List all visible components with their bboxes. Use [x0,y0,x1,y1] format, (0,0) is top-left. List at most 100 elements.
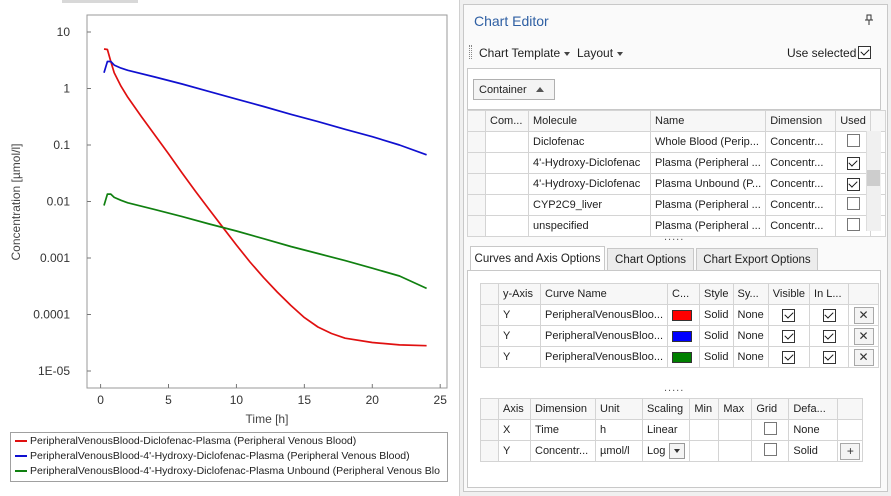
toolbar-grip[interactable] [469,45,472,59]
color-cell[interactable] [667,346,701,368]
y-axis-cell[interactable]: Y [498,325,541,347]
molecule-cell[interactable]: 4'-Hydroxy-Diclofenac [528,173,651,195]
row-selector[interactable] [467,152,486,174]
delete-curve-button[interactable]: ✕ [853,348,874,366]
compartment-cell[interactable] [485,131,529,153]
scaling-cell[interactable]: Log [641,440,691,462]
table-row[interactable]: 4'-Hydroxy-Diclofenac Plasma (Peripheral… [467,152,887,174]
table-row[interactable]: 4'-Hydroxy-Diclofenac Plasma Unbound (P.… [467,173,887,195]
used-checkbox[interactable] [846,197,860,210]
row-selector[interactable] [480,419,499,441]
dimension-cell[interactable]: Concentr... [765,215,837,237]
column-header-name[interactable]: Name [649,110,767,132]
used-checkbox[interactable] [846,218,860,231]
table-row[interactable]: Y PeripheralVenousBloo... Solid None ✕ [480,346,880,368]
used-checkbox[interactable] [846,177,860,191]
container-group-button[interactable]: Container [473,79,555,100]
axis-cell[interactable]: Y [498,440,531,462]
column-header-unit[interactable]: Unit [595,398,643,420]
pin-icon[interactable] [864,14,874,26]
splitter-handle[interactable]: ..... [664,382,685,394]
name-cell[interactable]: Whole Blood (Perip... [649,131,767,153]
color-swatch[interactable] [672,330,693,342]
visible-checkbox[interactable] [782,350,796,364]
molecule-cell[interactable]: Diclofenac [528,131,651,153]
splitter-handle[interactable]: ..... [664,231,685,243]
delete-curve-button[interactable]: ✕ [853,306,874,324]
row-selector[interactable] [467,131,486,153]
use-selected-option[interactable]: Use selected [787,46,856,60]
delete-curve-button[interactable]: ✕ [853,327,874,345]
compartment-cell[interactable] [485,215,529,237]
in-legend-checkbox[interactable] [822,350,836,364]
style-cell[interactable]: Solid [699,304,734,326]
grid-checkbox[interactable] [763,422,777,435]
in-legend-checkbox[interactable] [822,308,836,322]
row-selector[interactable] [480,325,499,347]
visible-checkbox[interactable] [782,308,796,322]
color-swatch[interactable] [672,309,693,321]
dimension-cell[interactable]: Concentr... [530,440,596,462]
style-cell[interactable]: Solid [699,346,734,368]
column-header-axis[interactable]: Axis [498,398,531,420]
column-header-visible[interactable]: Visible [767,283,811,305]
scaling-cell[interactable]: Linear [641,419,691,441]
row-selector[interactable] [467,194,486,216]
column-header-min[interactable]: Min [689,398,720,420]
name-cell[interactable]: Plasma (Peripheral ... [649,152,767,174]
column-header-used[interactable]: Used [835,110,872,132]
table-row[interactable]: unspecified Plasma (Peripheral ... Conce… [467,215,887,237]
name-cell[interactable]: Plasma (Peripheral ... [649,215,767,237]
symbol-cell[interactable]: None [732,325,769,347]
molecule-cell[interactable]: unspecified [528,215,651,237]
table-row[interactable]: Diclofenac Whole Blood (Perip... Concent… [467,131,887,153]
grid-checkbox[interactable] [763,443,777,456]
column-header-curve-name[interactable]: Curve Name [539,283,669,305]
scaling-dropdown-button[interactable] [669,443,686,459]
default-style-cell[interactable]: Solid [788,440,839,462]
chart-template-menu[interactable]: Chart Template [479,46,571,60]
symbol-cell[interactable]: None [732,304,769,326]
row-selector[interactable] [480,440,499,462]
curve-name-cell[interactable]: PeripheralVenousBloo... [539,304,669,326]
row-selector[interactable] [467,173,486,195]
dimension-cell[interactable]: Time [530,419,596,441]
symbol-cell[interactable]: None [732,346,769,368]
y-axis-cell[interactable]: Y [498,346,541,368]
column-header-max[interactable]: Max [718,398,753,420]
curve-name-cell[interactable]: PeripheralVenousBloo... [539,325,669,347]
curve-name-cell[interactable]: PeripheralVenousBloo... [539,346,669,368]
row-selector[interactable] [480,346,499,368]
min-cell[interactable] [689,440,720,462]
column-header-grid[interactable]: Grid [751,398,790,420]
used-checkbox[interactable] [846,134,860,147]
column-header-default[interactable]: Defa... [788,398,839,420]
axis-cell[interactable]: X [498,419,531,441]
min-cell[interactable] [689,419,720,441]
table-row[interactable]: X Time h Linear None [480,419,864,441]
molecule-cell[interactable]: 4'-Hydroxy-Diclofenac [528,152,651,174]
column-header-in-legend[interactable]: In L... [809,283,850,305]
y-axis-cell[interactable]: Y [498,304,541,326]
table-row[interactable]: CYP2C9_liver Plasma (Peripheral ... Conc… [467,194,887,216]
default-style-cell[interactable]: None [788,419,839,441]
dimension-cell[interactable]: Concentr... [765,173,837,195]
row-selector[interactable] [467,215,486,237]
table-row[interactable]: Y PeripheralVenousBloo... Solid None ✕ [480,325,880,347]
row-selector[interactable] [480,304,499,326]
column-header-compartment[interactable]: Com... [485,110,529,132]
use-selected-checkbox[interactable] [858,46,871,59]
visible-checkbox[interactable] [782,329,796,343]
dimension-cell[interactable]: Concentr... [765,152,837,174]
column-header-style[interactable]: Style [699,283,734,305]
used-checkbox[interactable] [846,156,860,170]
layout-menu[interactable]: Layout [577,46,624,60]
compartment-cell[interactable] [485,194,529,216]
unit-cell[interactable]: h [595,419,643,441]
name-cell[interactable]: Plasma (Peripheral ... [649,194,767,216]
column-header-dimension[interactable]: Dimension [765,110,837,132]
name-cell[interactable]: Plasma Unbound (P... [649,173,767,195]
dimension-cell[interactable]: Concentr... [765,194,837,216]
scrollbar-thumb[interactable] [867,170,880,186]
molecule-cell[interactable]: CYP2C9_liver [528,194,651,216]
